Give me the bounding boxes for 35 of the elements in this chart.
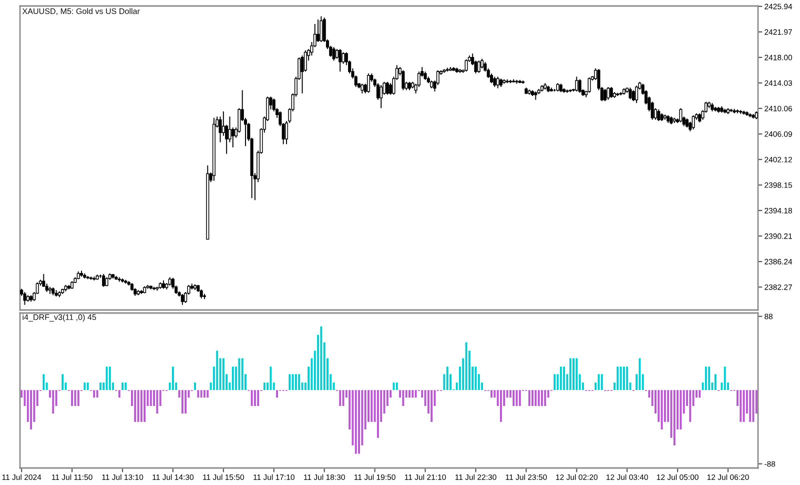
candlestick [578,78,582,94]
candlestick [604,88,607,102]
candlestick [588,76,591,94]
candlestick [628,87,632,100]
candlestick [635,85,638,104]
candlestick [23,292,26,306]
candlestick [464,58,468,72]
candlestick [679,108,682,123]
candlestick [342,52,345,64]
candlestick [632,90,635,102]
chart-title: i4_DRF_v3(11 ,0) 45 [22,314,96,322]
candlestick [386,81,389,96]
candlestick [402,70,405,91]
candlestick [477,60,480,74]
candlestick [332,46,336,62]
candlestick [496,76,500,89]
candlestick [335,48,338,60]
candlestick [380,84,383,109]
candlestick [180,293,184,306]
candlestick [222,110,225,136]
candlestick [366,73,370,94]
candlestick [102,274,106,288]
candlestick [338,48,342,72]
candlestick [360,83,364,94]
candlestick [320,16,323,42]
candlestick [316,19,320,42]
candlestick [657,108,660,122]
candlestick [480,58,484,69]
chart-title: XAUUSD, M5: Gold vs US Dollar [22,8,140,15]
candlestick [493,76,496,88]
candlestick [231,126,234,148]
candlestick [606,86,610,100]
candlestick [692,114,695,130]
candlestick [575,76,578,92]
candlestick [610,86,613,98]
